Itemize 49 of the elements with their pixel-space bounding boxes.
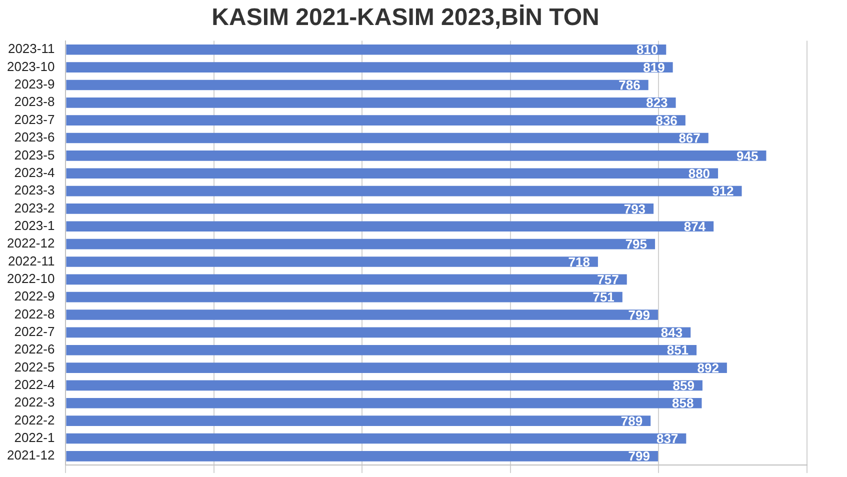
data-label: 837 (656, 431, 678, 446)
y-tick-label: 2023-7 (14, 112, 55, 127)
y-tick-label: 2023-9 (14, 76, 55, 92)
data-label: 892 (697, 360, 719, 376)
y-tick-label: 2022-7 (14, 324, 55, 340)
y-tick-label: 2022-9 (14, 288, 55, 304)
y-tick-label: 2022-4 (14, 377, 55, 392)
data-label: 851 (666, 342, 689, 358)
y-tick-label: 2022-1 (14, 430, 55, 446)
data-label: 799 (628, 448, 650, 464)
data-label: 786 (618, 78, 640, 93)
y-tick-label: 2023-2 (14, 200, 55, 216)
y-tick-label: 2023-5 (14, 147, 55, 162)
chart-title: KASIM 2021-KASIM 2023,BİN TON (212, 4, 600, 32)
data-label: 795 (625, 236, 648, 252)
y-tick-label: 2023-3 (14, 182, 55, 198)
y-tick-label: 2023-11 (8, 41, 55, 56)
y-tick-label: 2023-4 (14, 164, 55, 180)
y-tick-label: 2021-12 (6, 448, 55, 463)
data-label: 793 (624, 201, 646, 216)
y-tick-label: 2023-10 (6, 58, 55, 74)
data-label: 718 (568, 254, 590, 270)
data-label: 823 (646, 95, 668, 110)
data-label: 751 (592, 290, 614, 305)
data-label: 810 (636, 42, 658, 58)
y-tick-label: 2023-6 (14, 130, 55, 145)
data-label: 859 (672, 378, 694, 394)
data-label: 843 (660, 325, 683, 340)
data-label: 945 (736, 148, 758, 164)
y-tick-label: 2022-8 (14, 306, 55, 322)
y-tick-label: 2022-10 (6, 270, 55, 286)
data-label: 757 (597, 272, 619, 287)
data-label: 819 (643, 60, 665, 75)
data-label: 789 (620, 413, 643, 428)
data-label: 836 (656, 112, 678, 128)
y-tick-label: 2022-5 (14, 359, 55, 374)
y-tick-label: 2023-8 (14, 94, 55, 110)
y-tick-label: 2022-3 (14, 394, 55, 410)
data-label: 867 (678, 130, 700, 146)
data-label: 874 (684, 218, 706, 234)
y-tick-label: 2023-1 (14, 218, 55, 233)
data-label: 912 (712, 184, 734, 199)
y-tick-label: 2022-2 (14, 412, 55, 428)
data-label: 858 (672, 396, 694, 411)
y-tick-label: 2022-12 (6, 236, 55, 251)
data-label: 880 (688, 166, 710, 181)
y-tick-label: 2022-6 (14, 342, 55, 357)
data-label: 799 (628, 307, 650, 322)
y-tick-label: 2022-11 (8, 253, 55, 268)
